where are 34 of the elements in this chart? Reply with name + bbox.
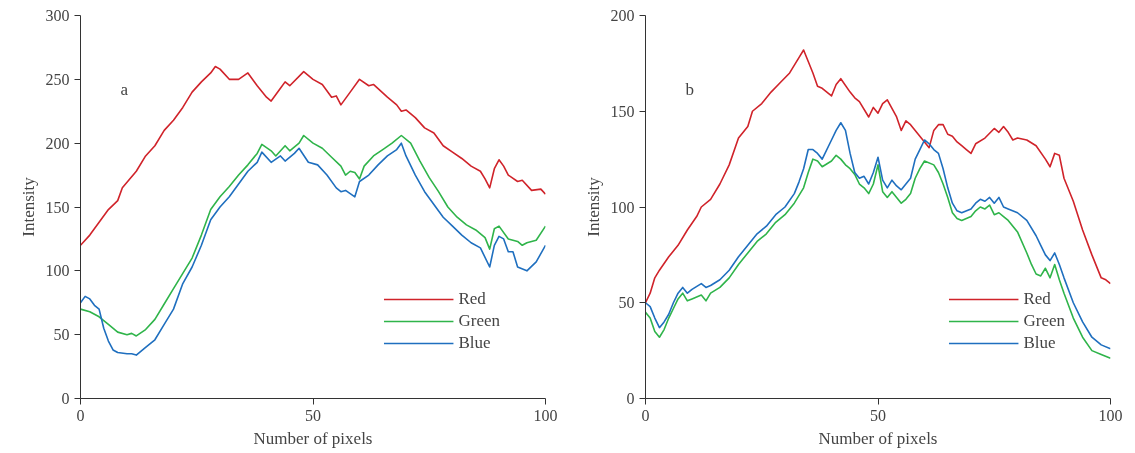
y-tick-label: 150 <box>610 102 635 120</box>
annotation: b <box>685 79 694 99</box>
y-tick-label: 300 <box>45 7 70 24</box>
x-tick-label: 0 <box>76 406 85 424</box>
y-tick-label: 100 <box>45 262 70 280</box>
x-axis-title: Number of pixels <box>818 428 938 448</box>
legend-label: Blue <box>458 333 491 353</box>
x-tick-label: 100 <box>1098 406 1123 424</box>
line-series <box>80 65 546 247</box>
y-tick-label: 50 <box>618 294 635 312</box>
x-tick-label: 50 <box>305 406 321 424</box>
y-tick-label: 0 <box>626 390 635 407</box>
y-tick-label: 0 <box>61 390 70 407</box>
line-series <box>645 49 1111 304</box>
x-tick-label: 50 <box>870 406 886 424</box>
line-series <box>645 154 1111 360</box>
y-tick-label: 150 <box>45 198 70 216</box>
legend-label: Red <box>458 289 486 309</box>
line-series <box>645 121 1111 350</box>
y-tick-label: 250 <box>45 70 70 88</box>
annotation: a <box>120 79 129 99</box>
x-tick-label: 0 <box>641 406 650 424</box>
legend-label: Blue <box>1023 333 1056 353</box>
y-tick-label: 100 <box>610 198 635 216</box>
legend-label: Green <box>458 311 500 331</box>
y-tick-label: 200 <box>45 134 70 152</box>
legend-label: Green <box>1023 311 1065 331</box>
x-tick-label: 100 <box>533 406 558 424</box>
x-axis-title: Number of pixels <box>253 428 373 448</box>
y-axis-title: Intensity <box>583 176 603 237</box>
y-axis-title: Intensity <box>18 176 38 237</box>
y-tick-label: 50 <box>53 326 70 344</box>
y-tick-label: 200 <box>610 7 635 24</box>
legend-label: Red <box>1023 289 1051 309</box>
